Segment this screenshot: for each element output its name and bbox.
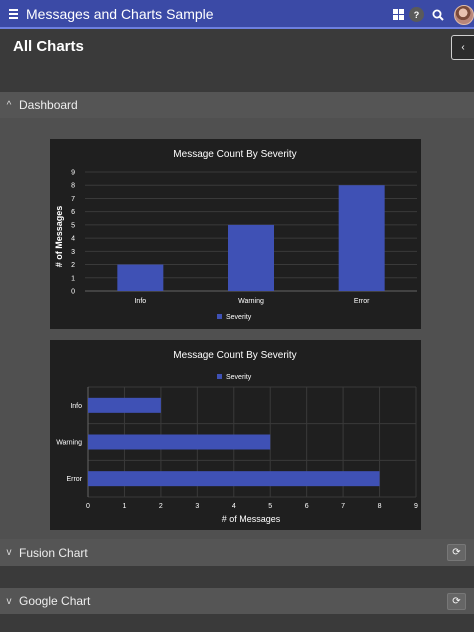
user-avatar[interactable] xyxy=(454,4,474,25)
y-tick-label: 0 xyxy=(71,289,75,296)
chevron-down-icon: v xyxy=(6,595,12,607)
vertical-bar-chart-panel: Message Count By Severity 0 1 2 3 4 5 6 7 8 9 Info W… xyxy=(50,139,421,329)
y-tick-label: 7 xyxy=(71,196,75,203)
app-title: Messages and Charts Sample xyxy=(26,5,214,22)
horizontal-bar-chart: Message Count By Severity Severity 0 1 2 3 4 5 6… xyxy=(56,350,418,524)
page-title: All Charts xyxy=(13,38,84,55)
x-tick-label: Info xyxy=(134,298,146,305)
bar-error xyxy=(338,185,385,291)
x-tick-label: 8 xyxy=(378,503,382,510)
chart-title: Message Count By Severity xyxy=(173,149,296,160)
google-refresh-button[interactable]: ⟳ xyxy=(447,593,466,610)
legend-swatch xyxy=(217,314,222,319)
y-tick-label: 4 xyxy=(71,236,75,243)
x-axis-title: # of Messages xyxy=(222,514,281,524)
y-tick-label: 6 xyxy=(71,209,75,216)
x-tick-label: Error xyxy=(354,298,370,305)
refresh-icon: ⟳ xyxy=(452,547,461,558)
y-tick-label: Warning xyxy=(56,440,82,447)
x-tick-label: 7 xyxy=(341,503,345,510)
legend-swatch xyxy=(217,374,222,379)
fusion-refresh-button[interactable]: ⟳ xyxy=(447,544,466,561)
y-tick-label: Error xyxy=(66,476,82,483)
legend-label: Severity xyxy=(226,314,252,321)
x-tick-label: 1 xyxy=(122,503,126,510)
y-tick-label: 1 xyxy=(71,275,75,282)
fusion-chart-section-label: Fusion Chart xyxy=(19,545,88,560)
refresh-icon: ⟳ xyxy=(452,596,461,607)
x-tick-label: 0 xyxy=(86,503,90,510)
fusion-chart-section-header[interactable]: v Fusion Chart ⟳ xyxy=(0,539,474,566)
apps-grid-icon[interactable] xyxy=(393,9,404,20)
dashboard-panel: Message Count By Severity 0 1 2 3 4 5 6 7 8 9 Info W… xyxy=(0,118,474,539)
app-bar: Messages and Charts Sample ? xyxy=(0,0,474,29)
x-tick-label: 3 xyxy=(195,503,199,510)
dashboard-section-label: Dashboard xyxy=(19,98,78,112)
horizontal-bar-chart-panel: Message Count By Severity Severity 0 1 2 3 4 5 6… xyxy=(50,340,421,530)
page-footer-space xyxy=(0,614,474,632)
section-divider xyxy=(0,566,474,588)
page-header: All Charts ‹ xyxy=(0,29,474,91)
menu-icon[interactable] xyxy=(4,4,22,24)
collapse-panel-button[interactable]: ‹ xyxy=(451,35,474,60)
chart-title: Message Count By Severity xyxy=(173,350,296,361)
bar-info xyxy=(117,264,164,291)
bar-error xyxy=(88,471,380,487)
help-icon[interactable]: ? xyxy=(409,7,424,22)
y-tick-label: 3 xyxy=(71,249,75,256)
google-chart-section-label: Google Chart xyxy=(19,594,91,608)
bar-warning xyxy=(228,224,274,291)
x-tick-label: 2 xyxy=(159,503,163,510)
bar-info xyxy=(88,397,161,413)
chevron-down-icon: v xyxy=(6,547,12,558)
dashboard-section-header[interactable]: ^ Dashboard xyxy=(0,92,474,118)
vertical-bar-chart: Message Count By Severity 0 1 2 3 4 5 6 7 8 9 Info W… xyxy=(54,149,417,321)
y-tick-label: 5 xyxy=(71,222,75,229)
x-tick-label: 6 xyxy=(305,503,309,510)
google-chart-section-header[interactable]: v Google Chart ⟳ xyxy=(0,588,474,614)
bar-warning xyxy=(88,434,271,450)
x-tick-label: Warning xyxy=(238,298,264,305)
search-icon[interactable] xyxy=(432,9,444,21)
y-tick-label: 9 xyxy=(71,170,75,177)
y-tick-label: 2 xyxy=(71,262,75,269)
chevron-up-icon: ^ xyxy=(6,99,12,111)
y-axis-title: # of Messages xyxy=(54,206,64,268)
legend-label: Severity xyxy=(226,374,252,381)
x-tick-label: 9 xyxy=(414,503,418,510)
x-tick-label: 4 xyxy=(232,503,236,510)
app-bar-actions: ? xyxy=(393,0,474,29)
y-tick-label: 8 xyxy=(71,183,75,190)
y-tick-label: Info xyxy=(70,403,82,410)
x-tick-label: 5 xyxy=(268,503,272,510)
